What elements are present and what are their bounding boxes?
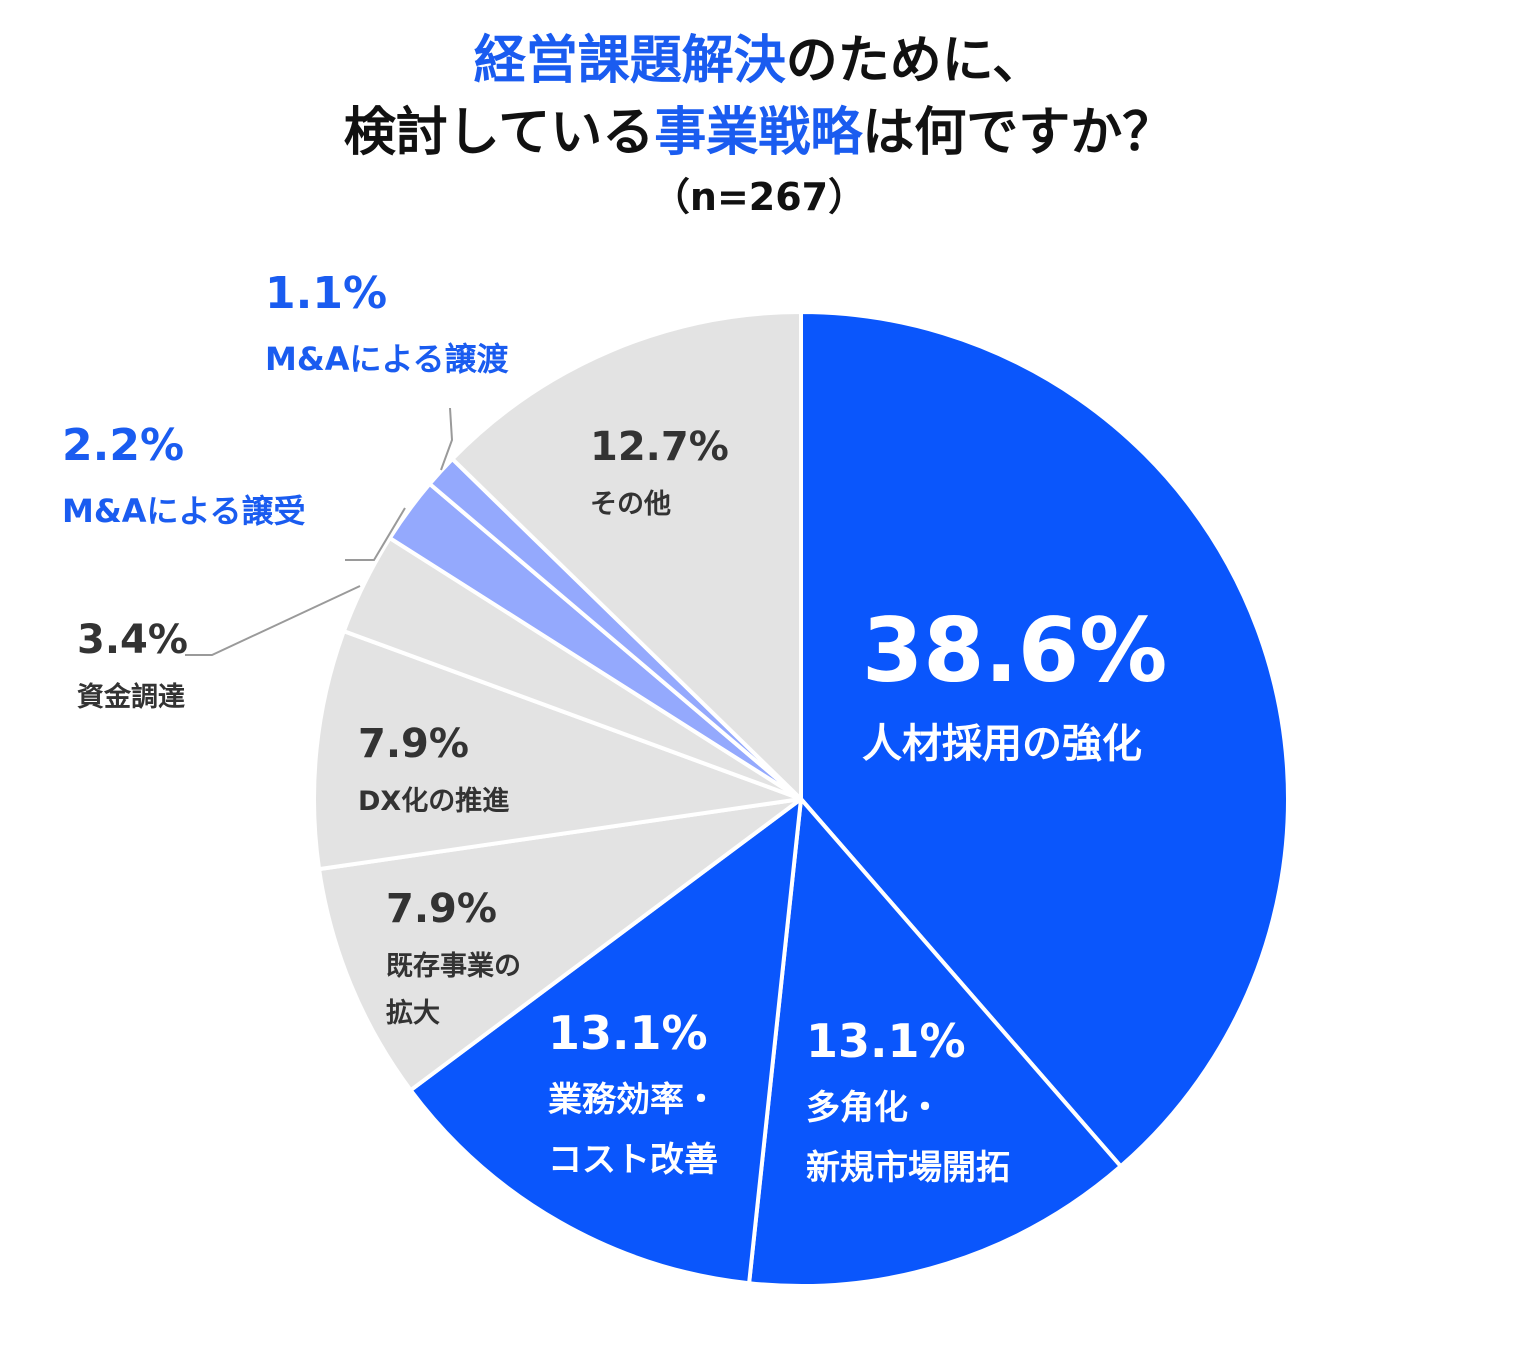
pie-slice [450, 310, 803, 801]
category-label-line: 既存事業の [386, 951, 521, 982]
category-label-line: 業務効率・ [548, 1080, 718, 1121]
pie-slices [312, 310, 1290, 1288]
slice-label: 13.1% 業務効率・コスト改善 [548, 1006, 718, 1190]
pie-slice [408, 797, 803, 1286]
category-label-line: その他 [590, 489, 671, 520]
leader-lines [185, 407, 454, 656]
chart-title-line-2: 検討している事業戦略は何ですか？ [0, 107, 1518, 159]
category-label-line: 多角化・ [806, 1088, 942, 1129]
data-label-category: 人材採用の強化 [862, 712, 1167, 776]
data-label-category: 資金調達 [77, 674, 188, 721]
title-text-2a: 検討している [343, 103, 655, 163]
category-label-line: コスト改善 [548, 1139, 718, 1180]
slice-label: 2.2% M&Aによる譲受 [62, 420, 306, 539]
title-highlight-1: 経営課題解決 [473, 31, 786, 91]
pie-slice [317, 797, 803, 1093]
title-highlight-2: 事業戦略 [654, 103, 863, 163]
data-label-value: 7.9% [358, 721, 469, 767]
data-label-value: 13.1% [548, 1006, 708, 1060]
category-label-line: 拡大 [386, 998, 440, 1030]
category-label-line: 資金調達 [77, 682, 185, 713]
pie-slice [799, 310, 1290, 1169]
pie-slice [312, 629, 803, 872]
pie-slice [747, 797, 1123, 1288]
data-label-value: 38.6% [862, 599, 1168, 702]
data-label-value: 1.1% [265, 268, 388, 319]
data-label-category: M&Aによる譲受 [62, 483, 306, 539]
data-label-category: DX化の推進 [358, 778, 509, 825]
slice-label: 12.7% その他 [590, 423, 729, 528]
category-label-line: DX化の推進 [358, 786, 510, 817]
leader-line [440, 407, 454, 471]
slice-label: 3.4% 資金調達 [77, 616, 188, 721]
slice-label: 13.1% 多角化・新規市場開拓 [806, 1014, 1010, 1198]
data-label-category: 業務効率・コスト改善 [548, 1071, 718, 1190]
chart-title-line-1: 経営課題解決のために、 [0, 35, 1518, 87]
slice-label: 1.1% M&Aによる譲渡 [265, 268, 509, 387]
sample-size: （n=267） [651, 175, 867, 219]
slice-label: 7.9% DX化の推進 [358, 720, 509, 825]
data-label-value: 2.2% [62, 420, 185, 471]
slice-label: 7.9% 既存事業の拡大 [386, 885, 521, 1038]
data-label-category: 既存事業の 拡大 [386, 943, 521, 1038]
category-label-line: M&Aによる譲渡 [265, 339, 509, 378]
data-label-category: その他 [590, 481, 729, 528]
data-label-value: 7.9% [386, 886, 497, 932]
data-label-value: 3.4% [77, 617, 188, 663]
data-label-category: 多角化・新規市場開拓 [806, 1079, 1010, 1198]
title-text-2b: は何ですか？ [862, 103, 1175, 163]
category-label-line: 人材採用の強化 [862, 720, 1142, 767]
title-text-1: のために、 [785, 31, 1045, 91]
data-label-category: M&Aによる譲渡 [265, 331, 509, 387]
category-label-line: M&Aによる譲受 [62, 491, 306, 530]
data-label-value: 13.1% [806, 1014, 966, 1068]
data-label-value: 12.7% [590, 424, 729, 470]
category-label-line: 新規市場開拓 [806, 1147, 1010, 1188]
leader-line [345, 507, 406, 561]
leader-line [185, 585, 361, 656]
slice-label: 38.6% 人材採用の強化 [862, 598, 1167, 776]
